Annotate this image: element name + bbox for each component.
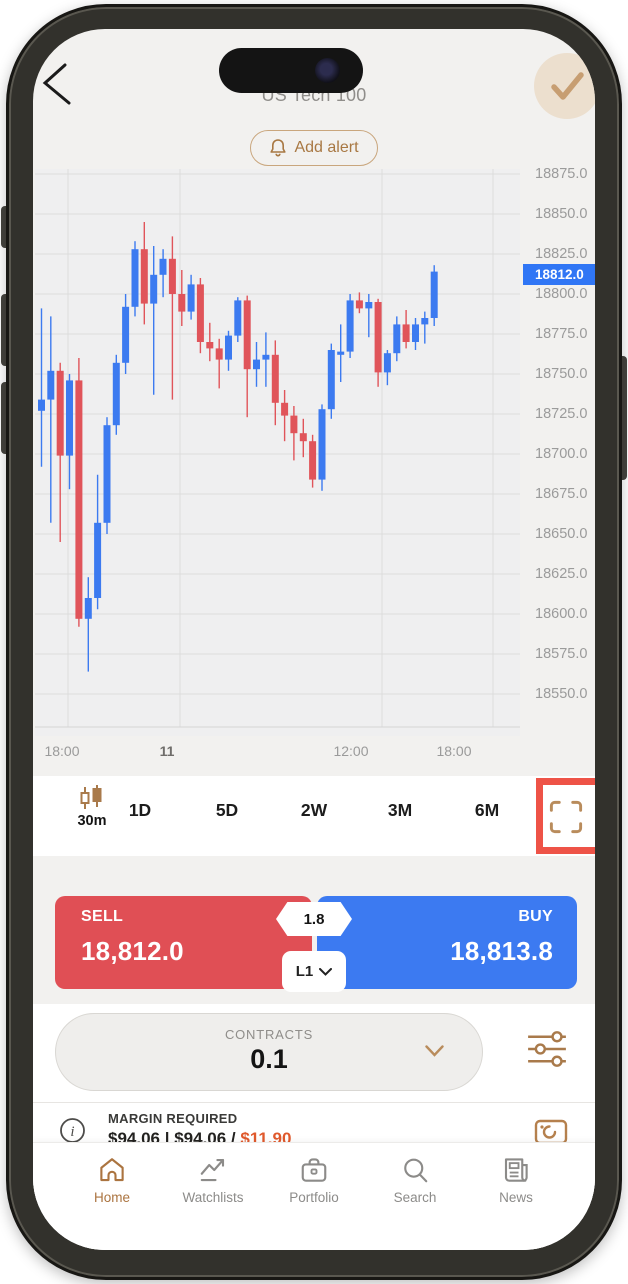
order-ticket: SELL 18,812.0 BUY 18,813.8 1.8 L1 [33,896,595,992]
price-tick: 18750.0 [535,366,588,382]
order-settings-button[interactable] [527,1029,567,1071]
add-alert-button[interactable]: Add alert [250,130,378,166]
price-chart[interactable]: 18550.0 18575.0 18600.0 18625.0 18650.0 18675… [33,166,595,789]
margin-info-button[interactable]: i [59,1117,86,1144]
sliders-icon [528,1031,566,1067]
buy-label: BUY [518,908,553,925]
contracts-value: 0.1 [250,1044,288,1074]
contracts-label: CONTRACTS [224,1027,314,1042]
buy-button[interactable]: BUY 18,813.8 [317,896,577,989]
price-tick: 18625.0 [535,566,588,582]
interval-label: 30m [77,813,107,829]
fullscreen-icon [549,800,583,834]
price-tick: 18575.0 [535,646,588,662]
sell-price: 18,812.0 [81,936,184,966]
time-tick: 18:00 [44,743,80,759]
price-tick: 18875.0 [535,166,588,182]
nav-news-label: News [499,1190,533,1205]
back-button[interactable] [35,57,79,105]
info-icon: i [60,1118,85,1143]
chevron-down-icon [425,1044,444,1062]
timeframe-6m[interactable]: 6M [474,800,500,820]
buy-price: 18,813.8 [450,936,553,966]
add-alert-label: Add alert [294,139,359,156]
phone-frame: US Tech 100 Add alert 18550.0 18575.0 1860… [6,4,622,1280]
margin-required-label: MARGIN REQUIRED [108,1111,238,1126]
sell-button[interactable]: SELL 18,812.0 [55,896,312,989]
timeframe-bar: 30m 1D 5D 2W 3M 6M [33,776,595,856]
fullscreen-button[interactable] [548,799,584,835]
current-price-badge: 18812.0 [523,264,595,286]
nav-portfolio[interactable]: Portfolio [271,1155,357,1250]
nav-news[interactable]: News [473,1155,559,1250]
timeframe-5d[interactable]: 5D [215,800,239,820]
candlestick-chart-canvas[interactable] [35,169,520,736]
depth-selector[interactable]: L1 [282,951,346,992]
news-icon [504,1158,528,1182]
nav-watchlists-label: Watchlists [182,1190,244,1205]
home-icon [100,1158,124,1182]
search-icon [404,1158,428,1183]
chevron-down-icon [319,967,333,976]
timeframe-3m[interactable]: 3M [387,800,413,820]
back-chevron-icon [42,63,71,105]
dynamic-island [219,48,363,93]
check-icon [551,72,584,100]
sell-label: SELL [81,908,124,925]
power-button[interactable] [617,356,627,480]
front-camera [315,58,340,83]
price-tick: 18650.0 [535,526,588,542]
nav-search[interactable]: Search [372,1155,458,1250]
price-tick: 18600.0 [535,606,588,622]
timeframe-2w[interactable]: 2W [300,800,328,820]
divider [33,1102,595,1103]
time-tick: 18:00 [436,743,472,759]
price-tick: 18775.0 [535,326,588,342]
price-tick: 18700.0 [535,446,588,462]
price-tick: 18800.0 [535,286,588,302]
contracts-selector[interactable]: CONTRACTS 0.1 [55,1013,483,1091]
nav-portfolio-label: Portfolio [289,1190,339,1205]
bell-icon [270,139,287,157]
watchlists-icon [200,1158,225,1182]
time-tick: 12:00 [333,743,369,759]
portfolio-icon [301,1158,327,1182]
time-tick: 11 [159,743,175,759]
nav-home-label: Home [93,1190,130,1205]
candlestick-interval-icon [80,785,102,809]
price-tick: 18675.0 [535,486,588,502]
price-tick: 18825.0 [535,246,588,262]
svg-text:i: i [70,1124,74,1140]
price-tick: 18725.0 [535,406,588,422]
bottom-navigation: Home Watchlists Portfolio [33,1142,595,1250]
nav-home[interactable]: Home [69,1155,155,1250]
nav-watchlists[interactable]: Watchlists [170,1155,256,1250]
interval-selector[interactable]: 30m [57,784,127,829]
price-tick: 18850.0 [535,206,588,222]
timeframe-1d[interactable]: 1D [128,800,152,820]
app-screen: US Tech 100 Add alert 18550.0 18575.0 1860… [33,29,595,1250]
confirm-button[interactable] [534,53,595,119]
price-tick: 18550.0 [535,686,588,702]
annotation-highlight-box [536,778,595,854]
depth-label: L1 [295,963,314,980]
nav-search-label: Search [393,1190,437,1205]
spread-badge: 1.8 [276,902,352,936]
